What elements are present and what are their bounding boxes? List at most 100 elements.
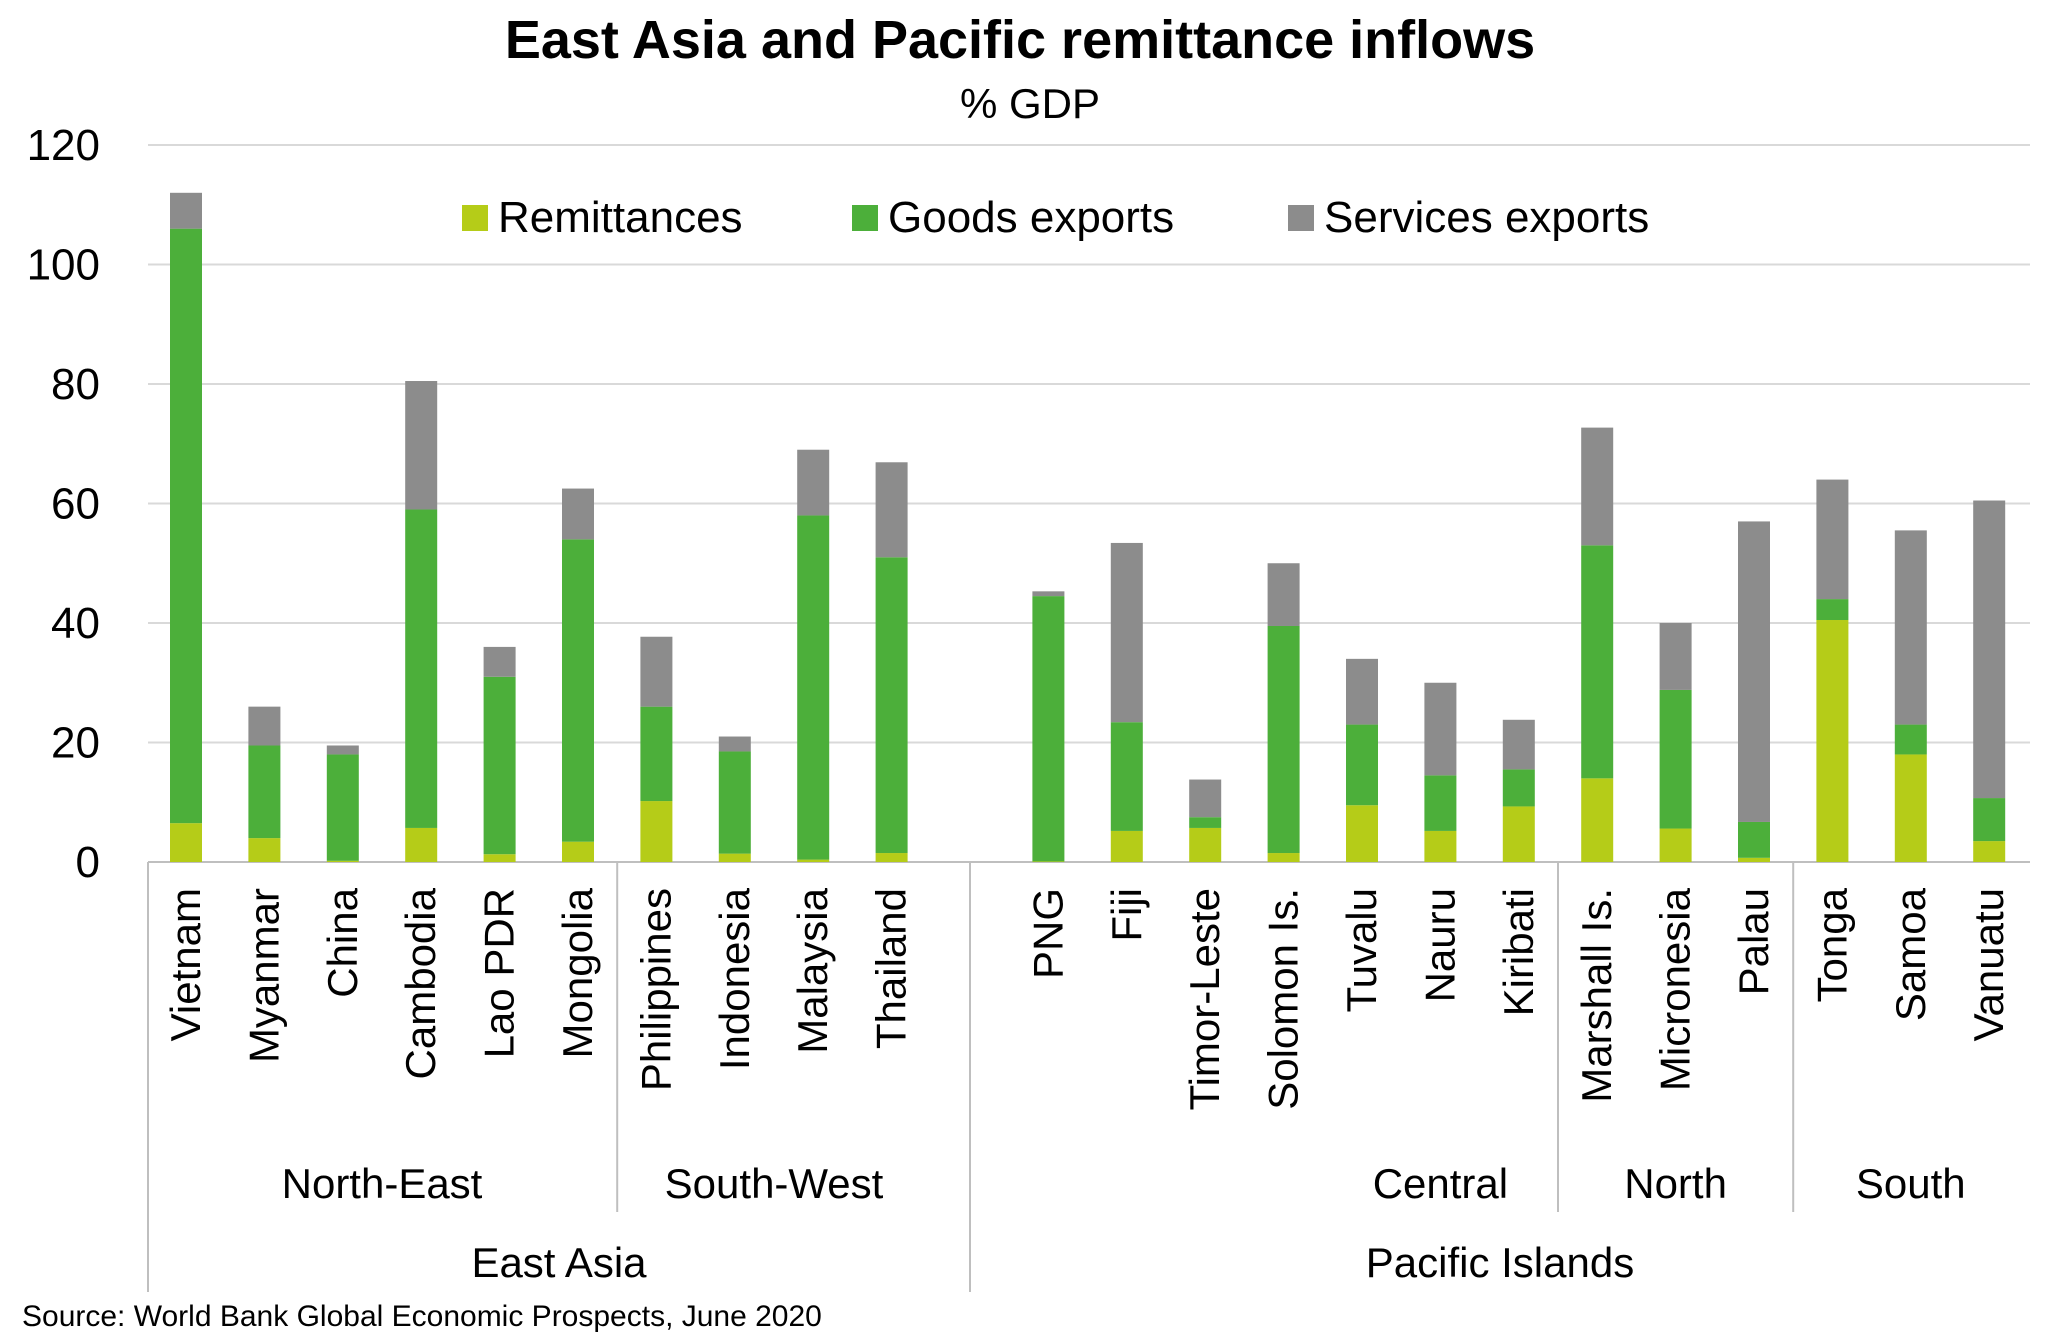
- bar-segment: [1346, 724, 1378, 806]
- x-tick-label: Tuvalu: [1338, 888, 1385, 1013]
- bar-segment: [405, 381, 438, 510]
- bar-segment: [1267, 563, 1300, 626]
- bar-segment: [875, 462, 908, 558]
- bar-segment: [1894, 530, 1927, 725]
- bar-segment: [1110, 542, 1143, 723]
- x-tick-label: China: [319, 887, 366, 997]
- bar-segment: [1659, 689, 1692, 829]
- bar-segment: [562, 841, 594, 862]
- x-tick-label: Malaysia: [789, 887, 836, 1053]
- legend: Remittances Goods exports Services exports: [462, 193, 1649, 242]
- bar-segment: [1738, 521, 1770, 822]
- bar-segment: [248, 745, 281, 839]
- bar-segment: [326, 754, 359, 861]
- bar-segment: [405, 509, 438, 828]
- bar-segment: [1894, 724, 1927, 755]
- bar-segment: [875, 557, 908, 854]
- chart-subtitle: % GDP: [960, 80, 1100, 127]
- x-tick-label: Nauru: [1416, 888, 1463, 1002]
- legend-label: Services exports: [1324, 193, 1649, 242]
- bar-segment: [1424, 682, 1457, 776]
- bar-segment: [1894, 754, 1927, 862]
- x-tick-label: Tonga: [1808, 887, 1855, 1002]
- bar-segment: [640, 706, 673, 802]
- bar-segment: [248, 838, 281, 862]
- bar-segment: [1738, 821, 1770, 858]
- bar-segment: [170, 823, 202, 862]
- x-tick-label: PNG: [1024, 888, 1071, 979]
- bar-segment: [1189, 827, 1222, 862]
- bar-segment: [1424, 775, 1457, 831]
- x-tick-label: Fiji: [1103, 888, 1150, 942]
- bar-segment: [1738, 857, 1770, 862]
- bar-segment: [483, 676, 516, 855]
- group-labels: North-East South-West Central North South Eas…: [147, 862, 1966, 1292]
- x-tick-label: Myanmar: [240, 888, 287, 1063]
- bar-segment: [483, 646, 516, 677]
- bar-segment: [1659, 623, 1692, 690]
- bar-segment: [875, 853, 908, 862]
- gridlines: [148, 144, 2030, 863]
- bar-segment: [1032, 861, 1065, 862]
- bar-segment: [1346, 658, 1378, 725]
- legend-label: Goods exports: [888, 193, 1174, 242]
- bars: [170, 192, 2006, 862]
- bar-segment: [1267, 625, 1300, 854]
- y-tick-label: 80: [51, 360, 100, 409]
- subgroup-label: South-West: [665, 1160, 884, 1207]
- bar-segment: [1659, 828, 1692, 862]
- bar-segment: [1346, 805, 1378, 862]
- bar-segment: [797, 859, 830, 862]
- y-tick-label: 100: [27, 241, 100, 290]
- bar-segment: [718, 751, 751, 854]
- bar-segment: [562, 539, 594, 842]
- bar-segment: [405, 827, 438, 862]
- bar-segment: [1032, 596, 1065, 862]
- bar-segment: [1424, 830, 1457, 862]
- subgroup-label: North-East: [282, 1160, 483, 1207]
- chart-title: East Asia and Pacific remittance inflows: [505, 10, 1535, 70]
- bar-segment: [1110, 830, 1143, 862]
- bar-segment: [1189, 779, 1222, 818]
- x-tick-label: Thailand: [868, 888, 915, 1049]
- bar-segment: [1502, 769, 1535, 807]
- bar-segment: [483, 854, 516, 862]
- group-label: Pacific Islands: [1366, 1239, 1634, 1286]
- bar-segment: [1581, 545, 1614, 779]
- bar-segment: [718, 736, 751, 752]
- x-axis-labels: Vietnam Myanmar China Cambodia Lao PDR Mongol…: [162, 887, 2012, 1110]
- bar-segment: [1110, 722, 1143, 831]
- y-tick-label: 60: [51, 480, 100, 529]
- bar-segment: [1502, 719, 1535, 770]
- bar-segment: [1973, 798, 2006, 842]
- subgroup-label: North: [1624, 1160, 1727, 1207]
- y-tick-label: 40: [51, 599, 100, 648]
- bar-segment: [797, 515, 830, 860]
- bar-segment: [1267, 853, 1300, 862]
- x-tick-label: Kiribati: [1495, 888, 1542, 1016]
- bar-segment: [1502, 806, 1535, 862]
- x-tick-label: Timor-Leste: [1181, 888, 1228, 1111]
- legend-label: Remittances: [498, 193, 743, 242]
- bar-segment: [1973, 841, 2006, 862]
- y-tick-label: 20: [51, 719, 100, 768]
- x-tick-label: Vietnam: [162, 888, 209, 1041]
- bar-segment: [797, 449, 830, 516]
- bar-segment: [170, 192, 202, 229]
- bar-segment: [170, 228, 202, 824]
- source-note: Source: World Bank Global Economic Prosp…: [22, 1300, 822, 1333]
- bar-segment: [1816, 599, 1849, 621]
- y-axis-ticks: 0 20 40 60 80 100 120: [27, 121, 100, 887]
- x-tick-label: Indonesia: [711, 887, 758, 1070]
- legend-swatch: [462, 205, 488, 231]
- bar-segment: [248, 706, 281, 746]
- bar-segment: [326, 745, 359, 755]
- x-tick-label: Samoa: [1887, 887, 1934, 1021]
- subgroup-label: South: [1856, 1160, 1966, 1207]
- x-tick-label: Lao PDR: [476, 888, 523, 1058]
- legend-swatch: [1288, 205, 1314, 231]
- bar-segment: [640, 801, 673, 862]
- subgroup-label: Central: [1373, 1160, 1508, 1207]
- bar-segment: [640, 636, 673, 707]
- x-tick-label: Marshall Is.: [1573, 888, 1620, 1103]
